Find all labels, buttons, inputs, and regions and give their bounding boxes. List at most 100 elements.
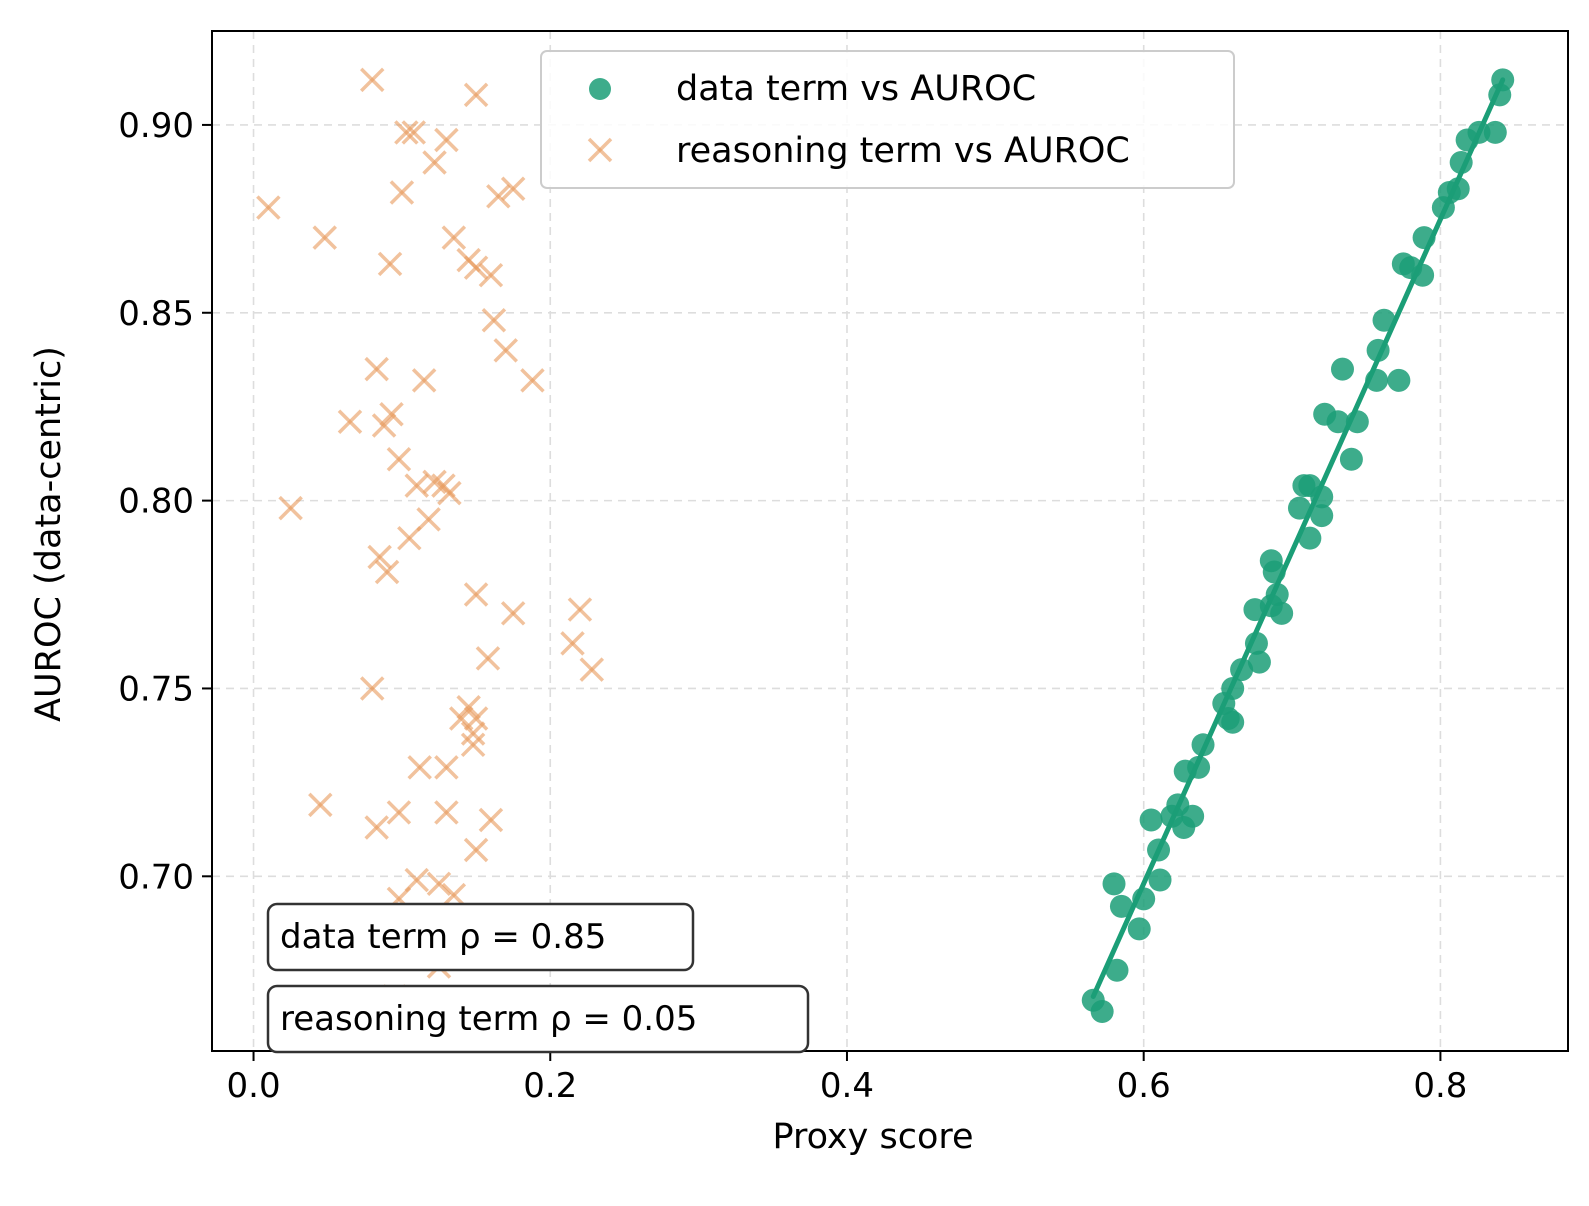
reasoning-term-point-stroke	[460, 732, 486, 758]
reasoning-term-point	[481, 308, 507, 333]
reasoning-term-point-stroke	[481, 308, 507, 333]
reasoning-term-point-stroke	[478, 807, 504, 833]
data-term-point	[1412, 226, 1436, 250]
data-term-point	[1488, 83, 1512, 107]
x-tick-label: 0.6	[1117, 1066, 1171, 1106]
reasoning-term-point-stroke	[460, 721, 486, 746]
data-term-point	[1221, 710, 1245, 734]
reasoning-term-point-stroke	[367, 544, 392, 570]
reasoning-term-point-stroke	[407, 755, 432, 780]
reasoning-term-point-stroke	[463, 837, 489, 863]
annotation-reasoning-term-rho: reasoning term ρ = 0.05	[280, 999, 697, 1039]
reasoning-term-point-stroke	[422, 469, 447, 495]
reasoning-term-point	[493, 338, 518, 363]
reasoning-term-point-stroke	[486, 184, 511, 209]
reasoning-term-point-stroke	[463, 706, 489, 731]
reasoning-term-point	[434, 127, 459, 153]
reasoning-term-point	[416, 507, 441, 532]
data-term-point	[1191, 733, 1215, 757]
reasoning-term-point-stroke	[389, 180, 415, 205]
data-term-point	[1365, 368, 1389, 392]
x-axis-label: Proxy score	[772, 1117, 973, 1157]
data-term-point	[1455, 128, 1479, 152]
data-term-point	[1244, 631, 1268, 655]
data-term-point	[1127, 917, 1151, 941]
x-tick-label: 0.0	[227, 1066, 281, 1106]
data-term-point	[1391, 252, 1415, 276]
reasoning-term-point-stroke	[500, 601, 526, 626]
legend-box	[540, 50, 1235, 189]
reasoning-term-point	[579, 657, 605, 682]
plot-frame	[211, 30, 1569, 1052]
legend: data term vs AUROC reasoning term vs AUR…	[540, 50, 1235, 189]
annotation-box-data-term	[266, 902, 695, 972]
reasoning-term-point	[411, 368, 437, 393]
reasoning-term-point-stroke	[434, 755, 459, 780]
reasoning-term-point-stroke	[359, 67, 385, 93]
annotations: data term ρ = 0.85 reasoning term ρ = 0.…	[266, 902, 810, 1054]
reasoning-term-point	[401, 120, 427, 145]
reasoning-term-point-stroke	[441, 882, 467, 908]
data-term-point	[1366, 338, 1390, 362]
reasoning-term-point	[500, 176, 526, 202]
legend-marker-reasoning-term	[587, 137, 613, 163]
legend-label-reasoning-term: reasoning term vs AUROC	[676, 131, 1130, 171]
reasoning-term-point	[500, 601, 526, 626]
y-tick-label: 0.80	[118, 482, 194, 522]
data-term-point	[1330, 357, 1354, 381]
reasoning-term-point-stroke	[416, 507, 441, 532]
reasoning-term-point-stroke	[359, 676, 385, 701]
reasoning-term-point-stroke	[434, 127, 459, 153]
data-term-point	[1148, 868, 1172, 892]
y-tick-label: 0.85	[118, 294, 194, 334]
plot-marks	[256, 67, 1515, 1024]
reasoning-term-point-stroke	[500, 176, 526, 202]
data-term-point	[1449, 150, 1473, 174]
data-term-point	[1287, 496, 1311, 520]
annotation-data-term-rho: data term ρ = 0.85	[280, 917, 606, 957]
reasoning-term-point-stroke	[394, 120, 419, 145]
data-term-point	[1109, 894, 1133, 918]
reasoning-term-point	[463, 706, 489, 731]
reasoning-term-point	[379, 401, 404, 427]
reasoning-term-point	[256, 195, 281, 220]
reasoning-term-point	[478, 262, 504, 288]
reasoning-term-point	[441, 225, 467, 250]
reasoning-term-point	[359, 67, 385, 93]
data-term-point	[1310, 504, 1334, 528]
reasoning-term-point	[441, 882, 467, 908]
reasoning-term-point-stroke	[308, 792, 333, 818]
data-term-point	[1090, 1000, 1114, 1024]
annotation-box-reasoning-term	[266, 984, 810, 1054]
reasoning-term-point	[278, 495, 303, 521]
reasoning-term-point	[463, 255, 489, 280]
reasoning-term-point-stroke	[364, 356, 389, 382]
data-term-point	[1345, 410, 1369, 434]
reasoning-term-point-stroke	[434, 800, 459, 825]
reasoning-term-point-stroke	[463, 82, 489, 108]
reasoning-term-point	[394, 120, 419, 145]
reasoning-term-point	[434, 755, 459, 780]
reasoning-term-point	[486, 184, 511, 209]
reasoning-term-point-stroke	[256, 195, 281, 220]
y-tick-label: 0.75	[118, 669, 194, 709]
reasoning-term-point	[312, 225, 337, 250]
reasoning-term-point-stroke	[401, 120, 427, 145]
reasoning-term-point	[377, 251, 403, 277]
reasoning-term-point	[437, 480, 462, 506]
reasoning-term-point	[434, 800, 459, 825]
legend-marker-data-term	[589, 78, 611, 100]
y-axis-label: AUROC (data-centric)	[29, 346, 69, 722]
reasoning-term-point	[389, 180, 415, 205]
reasoning-term-point	[463, 582, 489, 607]
reasoning-term-point	[308, 792, 333, 818]
data-term-point	[1298, 526, 1322, 550]
reasoning-term-point-stroke	[278, 495, 303, 521]
reasoning-term-point	[456, 695, 481, 720]
reasoning-term-point	[478, 807, 504, 833]
reasoning-term-point-stroke	[397, 525, 422, 551]
reasoning-term-point-stroke	[386, 800, 412, 825]
reasoning-term-point-stroke	[463, 582, 489, 607]
reasoning-term-point	[475, 646, 501, 671]
